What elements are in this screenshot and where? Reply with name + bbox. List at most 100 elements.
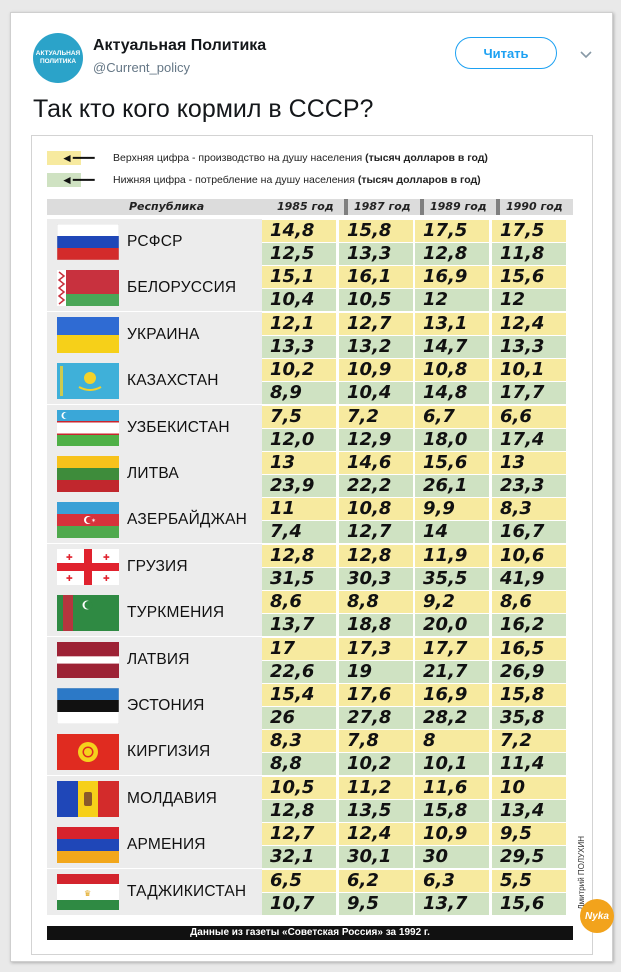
consumption-value: 16,7 <box>492 521 566 544</box>
republic-name: РСФСР <box>127 233 183 250</box>
production-value: 10,9 <box>339 359 413 382</box>
consumption-value: 10,4 <box>262 289 336 312</box>
consumption-value: 14,8 <box>415 382 489 405</box>
ukraine-flag-icon <box>57 316 119 353</box>
consumption-value: 11,8 <box>492 243 566 265</box>
republic-name: УКРАИНА <box>127 325 200 343</box>
legend-top-text: Верхняя цифра - производство на душу нас… <box>113 152 366 164</box>
production-value: 15,8 <box>492 684 566 706</box>
table-row: УКРАИНА 12,1 13,3 12,7 13,2 13,1 14,7 12,4 13,3 <box>47 311 573 358</box>
republic-name: КИРГИЗИЯ <box>127 743 211 761</box>
turkmenistan-flag-icon <box>57 595 119 632</box>
consumption-value: 26,9 <box>492 660 566 683</box>
chevron-down-icon[interactable] <box>579 47 593 65</box>
account-handle[interactable]: @Current_policy <box>93 60 191 75</box>
header-divider <box>420 199 424 215</box>
consumption-value: 12,5 <box>262 243 336 265</box>
production-value: 13,1 <box>415 312 489 335</box>
consumption-value: 13,5 <box>339 799 413 822</box>
header-year: 1990 год <box>506 200 563 213</box>
production-value: 15,4 <box>262 684 336 706</box>
latvia-flag-icon <box>57 641 119 678</box>
consumption-value: 41,9 <box>492 567 566 590</box>
production-value: 10,9 <box>415 823 489 846</box>
account-name[interactable]: Актуальная Политика <box>93 37 267 54</box>
production-value: 11,6 <box>415 776 489 799</box>
production-value: 16,5 <box>492 637 566 660</box>
republic-name: ЛАТВИЯ <box>127 650 190 668</box>
production-value: 13 <box>262 452 336 474</box>
legend-bottom: ◄━━━ Нижняя цифра - потребление на душу … <box>47 173 481 187</box>
production-value: 13 <box>492 452 566 474</box>
consumption-value: 13,2 <box>339 335 413 358</box>
consumption-value: 11,4 <box>492 753 566 776</box>
consumption-value: 8,9 <box>262 382 336 405</box>
consumption-value: 16,2 <box>492 614 566 637</box>
production-value: 16,1 <box>339 266 413 289</box>
consumption-value: 30,1 <box>339 846 413 869</box>
header-divider <box>496 199 500 215</box>
armenia-flag-icon <box>57 827 119 864</box>
production-value: 17,5 <box>492 220 566 242</box>
production-value: 12,4 <box>339 823 413 846</box>
consumption-value: 29,5 <box>492 846 566 869</box>
follow-button[interactable]: Читать <box>455 37 557 69</box>
account-avatar[interactable]: АКТУАЛЬНАЯ ПОЛИТИКА <box>33 33 83 83</box>
consumption-value: 12 <box>492 289 566 312</box>
production-value: 6,6 <box>492 405 566 428</box>
republic-name: УЗБЕКИСТАН <box>127 418 230 436</box>
consumption-value: 10,1 <box>415 753 489 776</box>
production-value: 14,8 <box>262 220 336 242</box>
consumption-value: 10,7 <box>262 892 336 915</box>
consumption-value: 15,6 <box>492 892 566 915</box>
svg-text:✚: ✚ <box>103 574 110 583</box>
production-value: 15,8 <box>339 220 413 242</box>
legend-top: ◄━━━ Верхняя цифра - производство на душ… <box>47 151 488 165</box>
production-value: 6,2 <box>339 869 413 892</box>
legend-swatch-top: ◄━━━ <box>47 151 95 165</box>
production-value: 17,7 <box>415 637 489 660</box>
production-value: 9,2 <box>415 591 489 614</box>
arrow-left-icon: ◄━━━ <box>61 173 95 187</box>
table-row: УЗБЕКИСТАН 7,5 12,0 7,2 12,9 6,7 18,0 6,6 17,4 <box>47 404 573 451</box>
table-row: ✶ АЗЕРБАЙДЖАН 11 7,4 10,8 12,7 9,9 14 8,3 16,7 <box>47 497 573 544</box>
infographic-image[interactable]: ◄━━━ Верхняя цифра - производство на душ… <box>31 135 614 955</box>
consumption-value: 27,8 <box>339 707 413 729</box>
republic-name: БЕЛОРУССИЯ <box>127 279 237 297</box>
consumption-value: 7,4 <box>262 521 336 544</box>
production-value: 12,8 <box>339 544 413 567</box>
header-divider <box>344 199 348 215</box>
table-row: КАЗАХСТАН 10,2 8,9 10,9 10,4 10,8 14,8 10,1 17,7 <box>47 358 573 405</box>
production-value: 8 <box>415 730 489 753</box>
consumption-value: 12 <box>415 289 489 312</box>
table-row: БЕЛОРУССИЯ 15,1 10,4 16,1 10,5 16,9 12 15,6 12 <box>47 265 573 312</box>
consumption-value: 35,8 <box>492 707 566 729</box>
production-value: 16,9 <box>415 266 489 289</box>
estonia-flag-icon <box>57 688 119 724</box>
republic-name: АРМЕНИЯ <box>127 836 206 854</box>
table-row: ТУРКМЕНИЯ 8,6 13,7 8,8 18,8 9,2 20,0 8,6 16,2 <box>47 590 573 637</box>
arrow-left-icon: ◄━━━ <box>61 151 95 165</box>
consumption-value: 22,6 <box>262 660 336 683</box>
production-value: 6,3 <box>415 869 489 892</box>
kazakhstan-flag-icon <box>57 363 119 400</box>
production-value: 17,5 <box>415 220 489 242</box>
production-value: 15,1 <box>262 266 336 289</box>
production-value: 12,4 <box>492 312 566 335</box>
consumption-value: 10,5 <box>339 289 413 312</box>
author-credit: Дмитрий ПОЛУХИН <box>577 836 586 910</box>
consumption-value: 28,2 <box>415 707 489 729</box>
republic-name: ТАДЖИКИСТАН <box>127 882 247 900</box>
consumption-value: 31,5 <box>262 567 336 590</box>
uzbekistan-flag-icon <box>57 409 119 446</box>
table-row: КИРГИЗИЯ 8,3 8,8 7,8 10,2 8 10,1 7,2 11,4 <box>47 729 573 776</box>
tweet-card: АКТУАЛЬНАЯ ПОЛИТИКА Актуальная Политика … <box>10 12 614 962</box>
production-value: 7,5 <box>262 405 336 428</box>
consumption-value: 12,7 <box>339 521 413 544</box>
legend-bottom-units: (тысяч долларов в год) <box>357 174 481 186</box>
consumption-value: 26 <box>262 707 336 729</box>
consumption-value: 22,2 <box>339 475 413 497</box>
production-value: 8,3 <box>262 730 336 753</box>
table-row: ♛ ТАДЖИКИСТАН 6,5 10,7 6,2 9,5 6,3 13,7 5,5 15,6 <box>47 868 573 915</box>
consumption-value: 19 <box>339 660 413 683</box>
